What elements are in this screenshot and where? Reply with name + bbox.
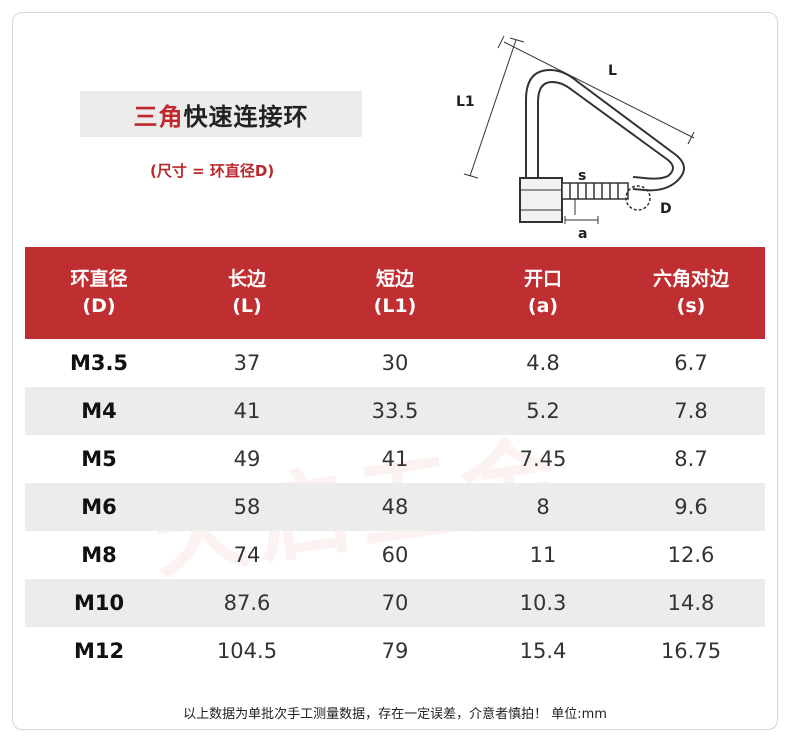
cell-long-side: 58 [233, 495, 261, 519]
cell-long-side: 37 [233, 351, 261, 375]
cell-diameter: M6 [81, 495, 117, 519]
title-accent: 三角 [133, 102, 184, 131]
table-row: M4 41 33.5 5.2 7.8 [25, 387, 765, 435]
product-title: 三角 快速连接环 [80, 91, 362, 137]
table-row: M12 104.5 79 15.4 16.75 [25, 627, 765, 675]
label-D: D [660, 201, 672, 217]
cell-opening: 7.45 [519, 447, 567, 471]
cell-short-side: 48 [381, 495, 409, 519]
header-diameter: 环直径 (D) [25, 266, 173, 320]
link-outer-outline [525, 68, 685, 192]
wire-section-circle [625, 185, 651, 211]
header-opening-label: 开口 [523, 268, 562, 290]
label-L: L [608, 63, 617, 79]
label-L1: L1 [456, 94, 475, 110]
cell-short-side: 30 [381, 351, 409, 375]
hex-nut-sleeve [519, 177, 563, 223]
spec-table: 环直径 (D) 长边 (L) 短边 (L1) 开口 (a) 六角对边 (s) M… [25, 247, 765, 675]
cell-diameter: M4 [81, 399, 117, 423]
header-short-side: 短边 (L1) [321, 266, 469, 320]
cell-diameter: M3.5 [69, 351, 129, 375]
header-short-side-symbol: (L1) [373, 295, 417, 317]
cell-long-side: 49 [233, 447, 261, 471]
cell-opening: 4.8 [526, 351, 560, 375]
link-inner-outline [537, 80, 674, 180]
cell-long-side: 74 [233, 543, 261, 567]
label-s: s [578, 168, 586, 184]
header-hex-across-label: 六角对边 [652, 268, 729, 290]
cell-hex-across: 9.6 [674, 495, 708, 519]
cell-opening: 11 [529, 543, 557, 567]
cell-hex-across: 7.8 [674, 399, 708, 423]
table-row: M8 74 60 11 12.6 [25, 531, 765, 579]
cell-short-side: 41 [381, 447, 409, 471]
cell-hex-across: 6.7 [674, 351, 708, 375]
dim-line-L [503, 41, 695, 139]
cell-short-side: 79 [381, 639, 409, 663]
cell-diameter: M8 [81, 543, 117, 567]
cell-long-side: 104.5 [216, 639, 278, 663]
cell-opening: 15.4 [519, 639, 567, 663]
header-long-side: 长边 (L) [173, 266, 321, 320]
label-a: a [578, 226, 587, 242]
header-opening-symbol: (a) [527, 295, 559, 317]
header-diameter-symbol: (D) [82, 295, 116, 317]
table-row: M5 49 41 7.45 8.7 [25, 435, 765, 483]
cell-hex-across: 8.7 [674, 447, 708, 471]
cell-opening: 8 [536, 495, 550, 519]
table-row: M3.5 37 30 4.8 6.7 [25, 339, 765, 387]
header-diameter-label: 环直径 [70, 268, 128, 290]
cell-hex-across: 16.75 [660, 639, 722, 663]
title-rest: 快速连接环 [183, 102, 309, 131]
header-hex-across: 六角对边 (s) [617, 266, 765, 320]
cell-opening: 5.2 [526, 399, 560, 423]
cell-short-side: 70 [381, 591, 409, 615]
table-row: M10 87.6 70 10.3 14.8 [25, 579, 765, 627]
header-hex-across-symbol: (s) [676, 295, 706, 317]
quick-link-diagram: L L1 s a D [456, 35, 695, 242]
cell-long-side: 41 [233, 399, 261, 423]
table-row: M6 58 48 8 9.6 [25, 483, 765, 531]
cell-opening: 10.3 [519, 591, 567, 615]
cell-short-side: 33.5 [371, 399, 419, 423]
cell-short-side: 60 [381, 543, 409, 567]
header-long-side-symbol: (L) [232, 295, 262, 317]
cell-hex-across: 14.8 [667, 591, 715, 615]
table-header: 环直径 (D) 长边 (L) 短边 (L1) 开口 (a) 六角对边 (s) [25, 247, 765, 339]
table-body: M3.5 37 30 4.8 6.7 M4 41 33.5 5.2 7.8 M5… [25, 339, 765, 675]
dim-line-L1 [469, 39, 517, 177]
header-opening: 开口 (a) [469, 266, 617, 320]
cell-diameter: M12 [73, 639, 125, 663]
size-note: (尺寸 = 环直径D) [150, 162, 275, 180]
header-long-side-label: 长边 [227, 268, 266, 290]
cell-hex-across: 12.6 [667, 543, 715, 567]
cell-long-side: 87.6 [223, 591, 271, 615]
thread-section [561, 182, 629, 200]
measurement-disclaimer: 以上数据为单批次手工测量数据，存在一定误差，介意者慎拍！ 单位:mm [183, 707, 607, 722]
cell-diameter: M10 [73, 591, 125, 615]
cell-diameter: M5 [81, 447, 117, 471]
header-short-side-label: 短边 [375, 268, 414, 290]
